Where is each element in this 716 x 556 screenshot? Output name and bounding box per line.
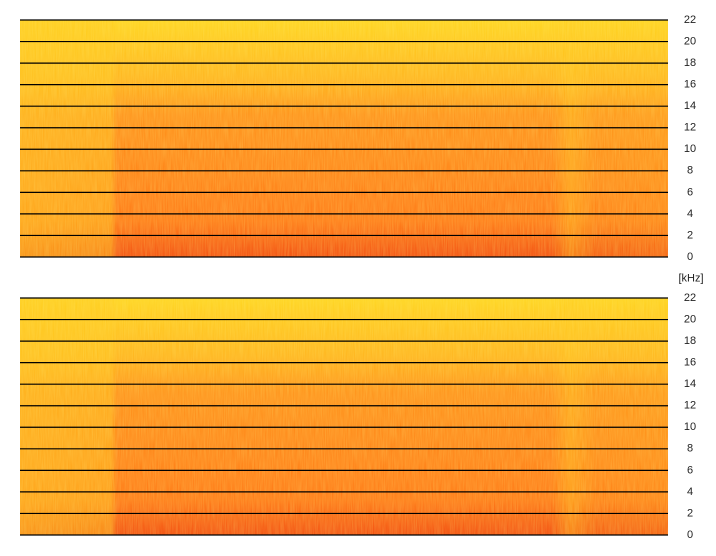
y-tick-label: 20 xyxy=(684,35,696,47)
y-tick-label: 18 xyxy=(684,57,696,69)
y-tick-label: 12 xyxy=(684,122,696,134)
y-tick-label: 14 xyxy=(684,378,696,390)
y-unit-label: [kHz] xyxy=(678,272,703,284)
y-tick-label: 2 xyxy=(687,507,693,519)
spectrogram-texture xyxy=(20,20,668,257)
y-tick-label: 8 xyxy=(687,165,693,177)
y-tick-label: 4 xyxy=(687,486,693,498)
y-tick-label: 0 xyxy=(687,529,693,541)
y-tick-label: 6 xyxy=(687,464,693,476)
y-tick-label: 14 xyxy=(684,100,696,112)
y-tick-label: 22 xyxy=(684,292,696,304)
y-tick-label: 12 xyxy=(684,400,696,412)
y-tick-label: 4 xyxy=(687,208,693,220)
y-tick-label: 8 xyxy=(687,443,693,455)
y-tick-label: 16 xyxy=(684,79,696,91)
y-tick-label: 2 xyxy=(687,229,693,241)
y-tick-label: 10 xyxy=(684,421,696,433)
y-tick-label: 18 xyxy=(684,335,696,347)
y-tick-label: 0 xyxy=(687,251,693,263)
y-tick-label: 10 xyxy=(684,143,696,155)
y-tick-label: 16 xyxy=(684,357,696,369)
y-tick-label: 20 xyxy=(684,313,696,325)
spectrogram-texture xyxy=(20,298,668,535)
y-tick-label: 6 xyxy=(687,186,693,198)
y-tick-label: 22 xyxy=(684,14,696,26)
